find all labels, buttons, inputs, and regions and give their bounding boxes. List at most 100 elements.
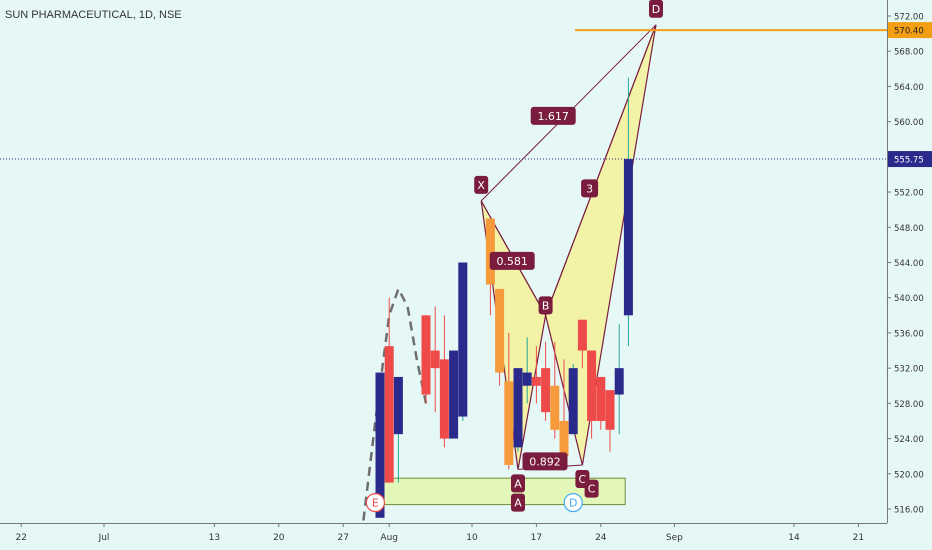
- candle-body: [568, 368, 578, 435]
- candle[interactable]: [577, 319, 587, 369]
- pattern-point-badge: [474, 175, 489, 194]
- candle-body: [623, 159, 633, 316]
- candle-body: [559, 420, 569, 457]
- chart-title: SUN PHARMACEUTICAL, 1D, NSE: [5, 9, 182, 21]
- candle-body: [587, 350, 597, 421]
- candle-body: [577, 319, 587, 351]
- candle[interactable]: [504, 332, 514, 470]
- ratio-badge: [581, 179, 599, 198]
- price-tick-label: 544.00: [894, 259, 924, 269]
- pattern-point-b: B: [538, 296, 553, 315]
- ratio-badge: [530, 106, 576, 125]
- price-tick-label: 540.00: [894, 294, 924, 304]
- candle[interactable]: [623, 77, 633, 347]
- candle[interactable]: [421, 315, 431, 404]
- time-tick-label: Sep: [666, 533, 683, 543]
- pattern-point-d: D: [649, 0, 663, 18]
- time-tick-label: 22: [15, 533, 26, 543]
- price-tag-label: 570.40: [894, 27, 924, 37]
- time-axis[interactable]: 22 Jul 13 20 27 Aug 10 17 24 Sep 14 21: [0, 523, 932, 550]
- zone-label-text: E: [372, 497, 379, 510]
- candle[interactable]: [596, 376, 606, 430]
- ratio-text: 0.892: [529, 455, 561, 468]
- candle[interactable]: [614, 324, 624, 435]
- price-tick-label: 568.00: [894, 48, 924, 58]
- zone-label-text: C: [588, 483, 596, 496]
- candle-body: [531, 376, 541, 386]
- candle-body: [430, 350, 440, 369]
- ratio-text: 3: [586, 182, 593, 195]
- candle[interactable]: [568, 363, 578, 435]
- price-tick-label: 560.00: [894, 118, 924, 128]
- candle[interactable]: [531, 346, 541, 404]
- price-tick-label: 564.00: [894, 83, 924, 93]
- pattern-line-bd: [545, 24, 657, 316]
- pattern-point-badge: [511, 474, 525, 493]
- ratio-label-ac: 0.892: [522, 452, 568, 471]
- time-axis-bg: [0, 523, 932, 550]
- ratio-badge: [489, 251, 535, 270]
- price-tick-label: 532.00: [894, 365, 924, 375]
- price-tick-label: 552.00: [894, 189, 924, 199]
- time-tick-label: Aug: [380, 533, 398, 543]
- candle[interactable]: [605, 390, 615, 452]
- time-tick-label: 21: [853, 533, 864, 543]
- candle-body: [421, 315, 431, 395]
- candle-body: [393, 376, 403, 435]
- candle[interactable]: [522, 337, 532, 404]
- candle[interactable]: [495, 288, 505, 386]
- candle-body: [495, 288, 505, 373]
- ratio-badge: [522, 452, 568, 471]
- candle[interactable]: [384, 297, 394, 483]
- candle[interactable]: [439, 315, 449, 448]
- candle-body: [596, 376, 606, 421]
- pattern-point-label: A: [514, 477, 522, 490]
- ratio-label-xb: 0.581: [489, 251, 535, 270]
- candle-body: [449, 350, 459, 439]
- candle-body: [439, 359, 449, 439]
- price-tick-label: 520.00: [894, 470, 924, 480]
- candle[interactable]: [458, 262, 468, 421]
- candle-body: [504, 381, 514, 465]
- pattern-point-label: B: [542, 299, 550, 312]
- candle[interactable]: [541, 341, 551, 421]
- time-tick-label: 20: [273, 533, 285, 543]
- pattern-point-label: C: [579, 473, 587, 486]
- price-tag-bg: [888, 151, 932, 168]
- zone-label-text: D: [569, 497, 577, 510]
- pattern-point-label: X: [477, 179, 485, 192]
- candle-body: [513, 368, 523, 448]
- price-axis[interactable]: 516.00 520.00 524.00 528.00 532.00 536.00 540.…: [887, 0, 932, 550]
- ratio-label-xd: 1.617: [530, 106, 576, 125]
- candle-body: [541, 368, 551, 413]
- candle[interactable]: [513, 368, 523, 452]
- time-tick-label: 13: [209, 533, 220, 543]
- candle-body: [605, 390, 615, 430]
- candle[interactable]: [550, 341, 560, 439]
- pattern-point-a: A: [511, 474, 525, 493]
- candle[interactable]: [587, 350, 597, 439]
- candle[interactable]: [449, 350, 459, 439]
- zone-label-d: D: [563, 492, 583, 513]
- pattern-point-badge: [649, 0, 663, 18]
- candle[interactable]: [559, 359, 569, 465]
- zone-label-c: C: [584, 479, 599, 498]
- time-tick-label: 17: [531, 533, 542, 543]
- candle-body: [458, 262, 468, 417]
- price-tag-label: 555.75: [894, 156, 924, 166]
- candle[interactable]: [393, 376, 403, 483]
- candle[interactable]: [430, 306, 440, 413]
- zone-label-e: E: [365, 492, 385, 513]
- time-tick-label: 27: [337, 533, 348, 543]
- candle[interactable]: [375, 372, 385, 518]
- ratio-text: 0.581: [496, 255, 528, 268]
- zone-circle: [563, 492, 583, 513]
- price-tick-label: 516.00: [894, 506, 924, 516]
- zone-label-text: A: [514, 497, 522, 510]
- price-tick-label: 524.00: [894, 435, 924, 445]
- pattern-point-label: D: [652, 3, 660, 16]
- ratio-label-bd: 3: [581, 179, 599, 198]
- dashed-projection-line: [361, 285, 428, 523]
